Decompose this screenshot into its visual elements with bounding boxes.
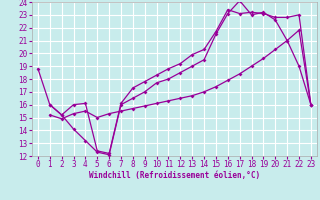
X-axis label: Windchill (Refroidissement éolien,°C): Windchill (Refroidissement éolien,°C) [89,171,260,180]
